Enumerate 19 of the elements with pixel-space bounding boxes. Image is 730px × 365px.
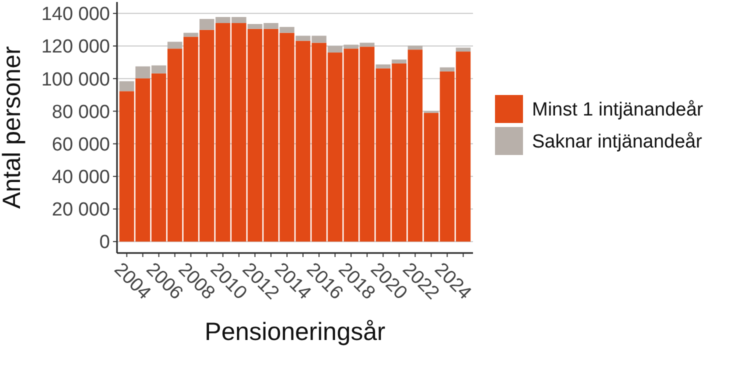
bar <box>392 60 407 64</box>
bar <box>456 48 471 52</box>
bar <box>167 42 182 49</box>
bar <box>408 46 423 50</box>
y-tick-label: 120 000 <box>41 36 110 58</box>
bar <box>376 64 390 68</box>
y-tick-label: 80 000 <box>52 102 110 123</box>
x-axis-title: Pensioneringsår <box>204 318 386 346</box>
bar <box>119 81 134 92</box>
y-tick-label: 40 000 <box>52 167 110 188</box>
y-axis-title: Antal personer <box>0 46 26 209</box>
y-tick-label: 140 000 <box>41 4 110 26</box>
y-tick-label: 100 000 <box>41 69 110 90</box>
bar <box>440 67 455 72</box>
y-tick-label: 60 000 <box>52 134 110 156</box>
legend-label: Saknar intjänandeår <box>532 132 703 153</box>
y-tick-label: 0 <box>99 232 110 254</box>
legend-label: Minst 1 intjänandeår <box>532 100 704 121</box>
y-tick-label: 20 000 <box>52 200 110 221</box>
